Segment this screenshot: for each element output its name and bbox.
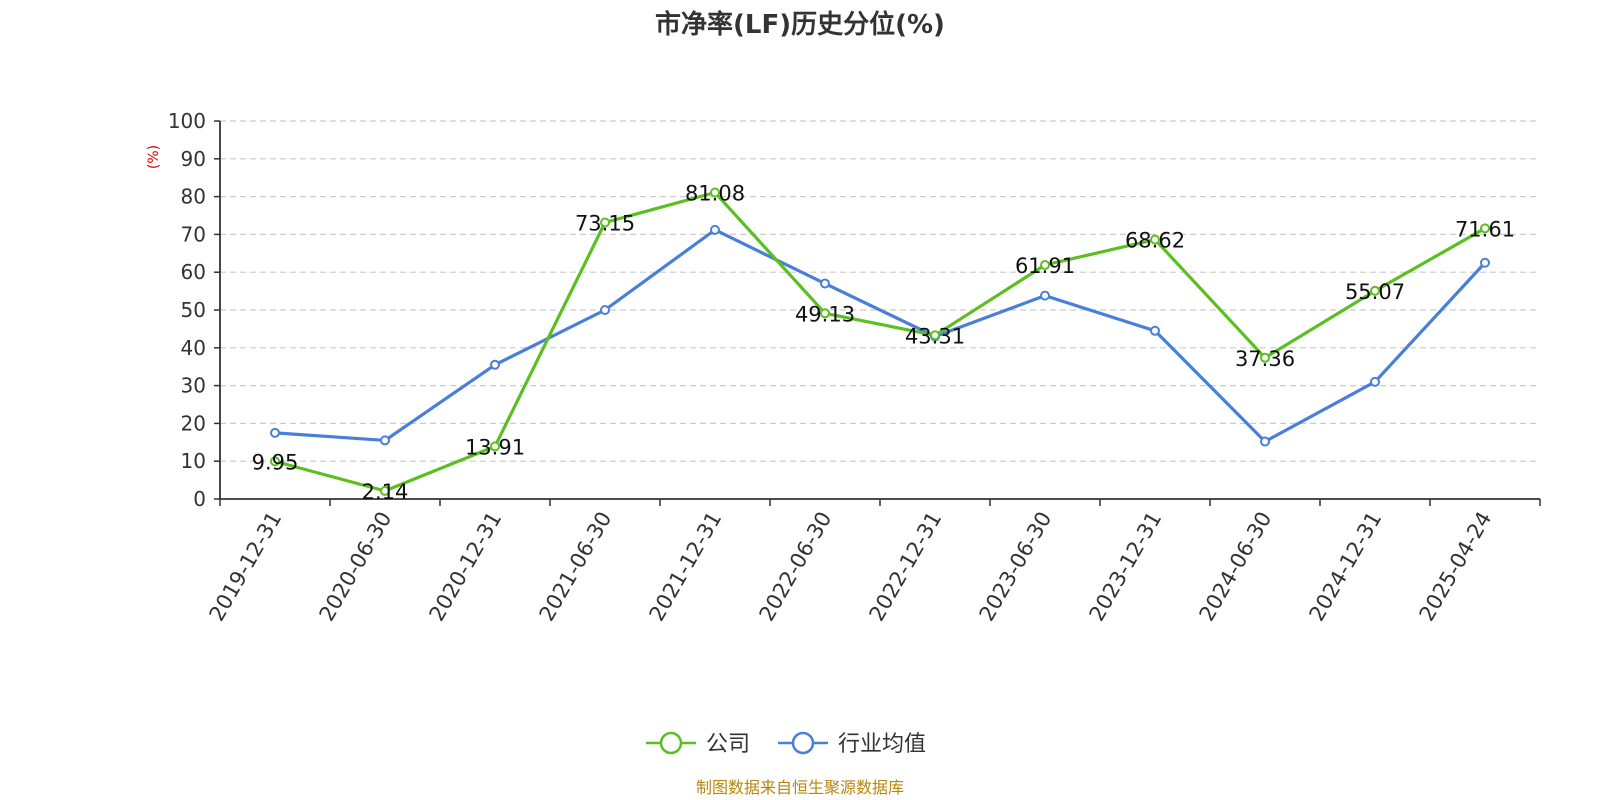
data-point [270,427,280,438]
x-tick-label: 2025-04-24 [1415,508,1497,626]
data-label: 68.62 [1125,229,1185,253]
y-tick-label: 100 [168,109,206,133]
data-point [1040,290,1050,301]
series-line [274,228,1487,444]
data-label: 55.07 [1345,280,1405,304]
data-point [490,441,500,452]
data-point [1480,257,1490,268]
x-tick-label: 2022-12-31 [865,508,947,626]
grid-lines [220,120,1540,462]
x-tick-label: 2022-06-30 [755,508,837,626]
data-point [710,224,720,235]
data-point [380,435,390,446]
y-tick-label: 10 [181,449,206,473]
y-tick-label: 0 [193,487,206,511]
y-tick-label: 70 [181,222,206,246]
legend-item[interactable]: 公司 [646,731,750,757]
data-point [1370,376,1380,387]
y-tick-label: 50 [181,298,206,322]
legend-marker [791,731,815,755]
legend-label: 公司 [706,732,750,757]
data-label: 73.15 [575,211,635,235]
series-line [274,190,1486,493]
source-note: 制图数据来自恒生聚源数据库 [696,778,904,797]
data-point [1150,325,1160,336]
data-point [1260,352,1270,363]
x-tick-label: 2021-12-31 [645,508,727,626]
x-tick-label: 2020-06-30 [315,508,397,626]
x-tick-label: 2019-12-31 [205,508,287,626]
data-label: 43.31 [905,324,965,348]
legend[interactable]: 公司 行业均值 [646,731,926,757]
y-tick-label: 80 [181,185,206,209]
data-point [820,308,830,319]
series-lines [270,187,1490,496]
x-tick-label: 2023-06-30 [975,508,1057,626]
data-point [710,187,720,198]
data-point [600,305,610,315]
data-point [380,485,390,496]
data-label: 61.91 [1015,254,1075,278]
y-tick-label: 20 [181,411,206,435]
y-tick-label: 30 [181,374,206,398]
data-point [820,278,830,289]
data-label: 37.36 [1235,347,1295,371]
data-labels: 9.95 2.14 13.91 73.15 81.08 49.13 43.31 61.91 68… [252,182,1515,504]
legend-label: 行业均值 [838,732,926,757]
data-point [490,359,500,370]
chart-title: 市净率(LF)历史分位(%) [655,9,945,40]
x-tick-label: 2024-12-31 [1305,508,1387,626]
legend-marker [659,731,683,755]
data-point [270,456,280,467]
x-tick-label: 2021-06-30 [535,508,617,626]
x-tick-label: 2023-12-31 [1085,508,1167,626]
y-tick-label: 90 [181,147,206,171]
data-point [1260,436,1270,447]
data-label: 13.91 [465,435,525,459]
axes: 0 10 20 30 40 50 60 70 80 90 100 2019-12-31 2020-06-… [168,109,1541,626]
data-label: 49.13 [795,302,855,326]
x-tick-label: 2024-06-30 [1195,508,1277,626]
x-tick-label: 2020-12-31 [425,508,507,626]
data-label: 9.95 [252,450,299,474]
data-point [1480,223,1490,234]
data-label: 71.61 [1455,217,1515,241]
legend-item[interactable]: 行业均值 [778,731,926,757]
y-tick-label: 60 [181,260,206,284]
data-point [1040,259,1050,270]
data-point [1150,234,1160,245]
y-axis-unit-label: (%) [146,145,162,169]
y-tick-label: 40 [181,336,206,360]
data-label: 2.14 [362,480,409,504]
data-point [600,217,610,228]
data-point [930,330,940,341]
data-label: 81.08 [685,182,745,206]
data-point [1370,285,1380,296]
